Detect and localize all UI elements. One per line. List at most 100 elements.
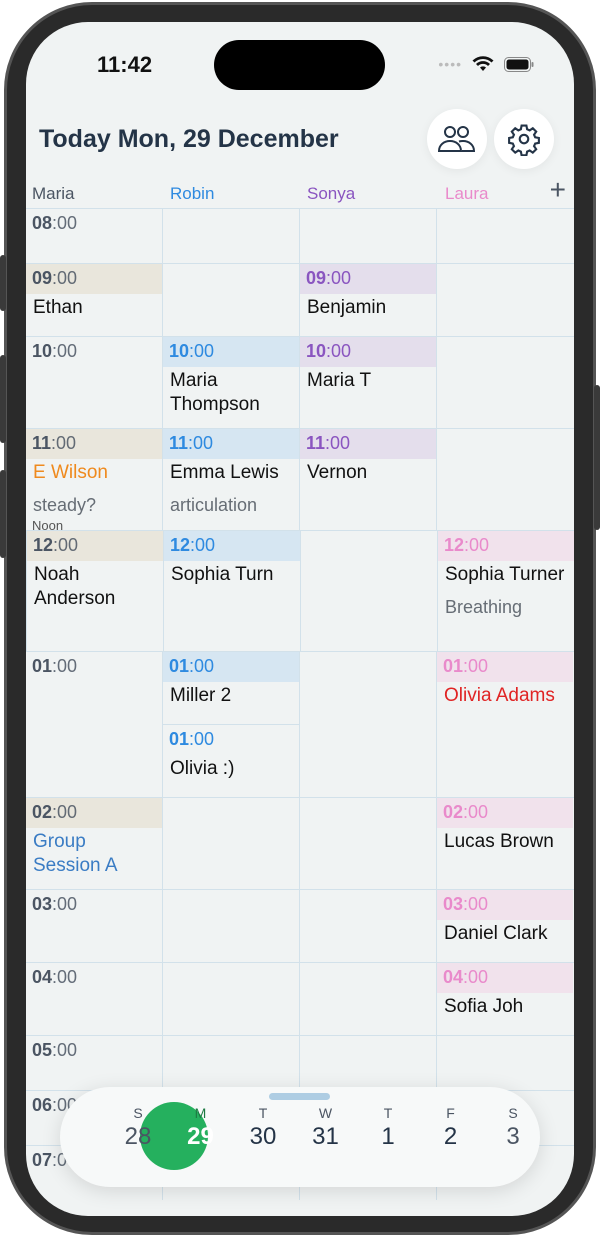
- drag-handle[interactable]: [269, 1093, 330, 1100]
- slot-cell[interactable]: [299, 209, 436, 263]
- day-31[interactable]: W 31: [293, 1105, 359, 1151]
- slot-cell[interactable]: 10:00 Maria Thompson: [162, 337, 299, 428]
- hour: 07: [32, 1150, 53, 1170]
- appointment[interactable]: 02:00 Lucas Brown: [437, 798, 573, 854]
- appointment[interactable]: 01:00 Olivia :): [163, 724, 299, 797]
- slot-cell[interactable]: 11:00 E Wilson steady?: [26, 429, 162, 530]
- slot-cell[interactable]: 04:00 Sofia Joh: [436, 963, 573, 1035]
- appointment[interactable]: 01:00 Miller 2: [163, 652, 299, 724]
- slot-cell[interactable]: [162, 209, 299, 263]
- noon-label: Noon: [32, 518, 64, 533]
- weekday-label: F: [446, 1105, 455, 1121]
- slot-cell[interactable]: 10:00 Maria T: [299, 337, 436, 428]
- client-name: Maria Thompson: [170, 370, 260, 415]
- slot-cell[interactable]: [299, 1036, 436, 1090]
- appointment[interactable]: 11:00 E Wilson steady?: [26, 429, 162, 517]
- slot-cell[interactable]: [436, 264, 573, 336]
- slot-cell[interactable]: [436, 337, 573, 428]
- column-header-maria[interactable]: Maria: [32, 184, 75, 203]
- column-header-laura[interactable]: Laura: [445, 184, 489, 203]
- slot-cell[interactable]: [162, 963, 299, 1035]
- slot-cell[interactable]: 08:00: [26, 209, 162, 263]
- time-slot[interactable]: 10:00: [26, 337, 162, 367]
- appointment[interactable]: 02:00 Group Session A: [26, 798, 162, 878]
- client-name: Olivia Adams: [444, 685, 555, 706]
- slot-cell[interactable]: 09:00 Benjamin: [299, 264, 436, 336]
- slot-cell[interactable]: [162, 798, 299, 889]
- client-name: Olivia :): [170, 758, 235, 779]
- appointment[interactable]: 12:00 Sophia Turn: [164, 531, 300, 587]
- slot-cell[interactable]: [436, 429, 573, 530]
- slot-cell[interactable]: 01:00 Olivia Adams: [436, 652, 573, 797]
- minutes: :00: [463, 802, 489, 822]
- slot-cell[interactable]: [300, 531, 437, 651]
- client-name: Emma Lewis: [170, 462, 279, 483]
- slot-cell[interactable]: 11:00 Vernon: [299, 429, 436, 530]
- day-28[interactable]: S 28: [105, 1105, 171, 1151]
- slot-cell[interactable]: [299, 798, 436, 889]
- add-column-button[interactable]: +: [549, 174, 566, 205]
- page-title: Today Mon, 29 December: [39, 125, 339, 153]
- appointment[interactable]: 11:00 Emma Lewis articulation: [163, 429, 299, 517]
- time-slot[interactable]: 01:00: [26, 652, 162, 682]
- slot-cell[interactable]: 12:00 Sophia Turner Breathing: [437, 531, 574, 651]
- slot-cell[interactable]: 03:00: [26, 890, 162, 962]
- time-slot[interactable]: 05:00: [26, 1036, 162, 1066]
- slot-cell[interactable]: 04:00: [26, 963, 162, 1035]
- minutes: :00: [326, 341, 352, 361]
- slot-cell[interactable]: 05:00: [26, 1036, 162, 1090]
- slot-cell[interactable]: [299, 890, 436, 962]
- slot-cell[interactable]: 02:00 Group Session A: [26, 798, 162, 889]
- appointment[interactable]: 10:00 Maria T: [300, 337, 436, 393]
- minutes: :00: [52, 213, 78, 233]
- client-name: Sofia Joh: [444, 996, 524, 1017]
- day-30[interactable]: T 30: [230, 1105, 296, 1151]
- slot-cell[interactable]: 02:00 Lucas Brown: [436, 798, 573, 889]
- hour: 06: [32, 1095, 53, 1115]
- slot-cell[interactable]: [436, 1036, 573, 1090]
- time-label: 05:00: [26, 1036, 162, 1066]
- appointment[interactable]: 10:00 Maria Thompson: [163, 337, 299, 417]
- slot-cell[interactable]: [436, 209, 573, 263]
- slot-cell[interactable]: 12:00 Noah Anderson: [26, 531, 163, 651]
- appointment[interactable]: 01:00 Olivia Adams: [437, 652, 573, 708]
- slot-cell[interactable]: 10:00: [26, 337, 162, 428]
- time-slot[interactable]: 03:00: [26, 890, 162, 920]
- slot-cell[interactable]: [299, 963, 436, 1035]
- slot-cell[interactable]: [299, 652, 436, 797]
- minutes: :00: [189, 729, 215, 749]
- day-29[interactable]: M 29: [168, 1105, 234, 1151]
- wifi-icon: [472, 56, 494, 71]
- time-slot[interactable]: 04:00: [26, 963, 162, 993]
- appointment[interactable]: 11:00 Vernon: [300, 429, 436, 485]
- time-slot[interactable]: 08:00: [26, 209, 162, 239]
- week-strip[interactable]: S 28 M 29 T 30 W 31 T 1 F 2 S 3: [60, 1087, 540, 1187]
- minutes: :00: [189, 656, 215, 676]
- slot-cell[interactable]: 12:00 Sophia Turn: [163, 531, 300, 651]
- slot-cell[interactable]: 03:00 Daniel Clark: [436, 890, 573, 962]
- team-button[interactable]: [427, 109, 487, 169]
- appointment[interactable]: 09:00 Benjamin: [300, 264, 436, 320]
- appointment[interactable]: 03:00 Daniel Clark: [437, 890, 573, 946]
- slot-cell[interactable]: 09:00 Ethan: [26, 264, 162, 336]
- appointment[interactable]: 04:00 Sofia Joh: [437, 963, 573, 1019]
- slot-cell[interactable]: [162, 890, 299, 962]
- appointment[interactable]: 09:00 Ethan: [26, 264, 162, 320]
- column-header-sonya[interactable]: Sonya: [307, 184, 356, 203]
- settings-button[interactable]: [494, 109, 554, 169]
- appointment[interactable]: 12:00 Sophia Turner Breathing: [438, 531, 574, 619]
- slot-cell[interactable]: 01:00: [26, 652, 162, 797]
- hour-row: Noon 12:00 Noah Anderson 12:00 Sophia Turn 12…: [26, 518, 574, 651]
- appointment[interactable]: 12:00 Noah Anderson: [27, 531, 163, 611]
- slot-cell[interactable]: [162, 264, 299, 336]
- hour: 11: [32, 433, 52, 453]
- slot-cell[interactable]: 11:00 Emma Lewis articulation: [162, 429, 299, 530]
- slot-cell[interactable]: [162, 1036, 299, 1090]
- slot-cell[interactable]: 01:00 Miller 2 01:00 Olivia :): [162, 652, 299, 797]
- column-header-robin[interactable]: Robin: [170, 184, 215, 203]
- hour-row: 02:00 Group Session A 02:00 Lucas Brown: [26, 797, 574, 889]
- time-label: 01:00: [163, 652, 299, 682]
